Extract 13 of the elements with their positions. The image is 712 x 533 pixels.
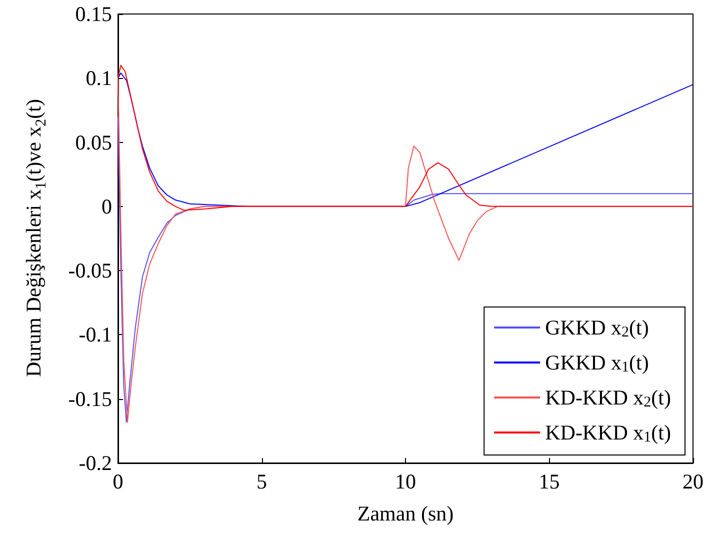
y-tick-label: -0.2 <box>78 451 112 475</box>
y-tick-label: -0.05 <box>68 258 112 283</box>
y-tick-label: -0.15 <box>68 386 112 411</box>
x-tick-label: 5 <box>256 470 267 494</box>
y-tick-label: 0.1 <box>86 66 112 90</box>
x-tick-label: 20 <box>682 470 704 494</box>
y-tick-label: 0.05 <box>75 130 112 154</box>
x-tick-label: 15 <box>538 470 560 494</box>
y-tick-label: 0.15 <box>75 2 112 26</box>
x-axis-title: Zaman (sn) <box>357 502 454 526</box>
y-tick-label: -0.1 <box>78 322 112 347</box>
x-tick-label: 10 <box>395 470 416 494</box>
y-tick-label: 0 <box>102 194 112 218</box>
